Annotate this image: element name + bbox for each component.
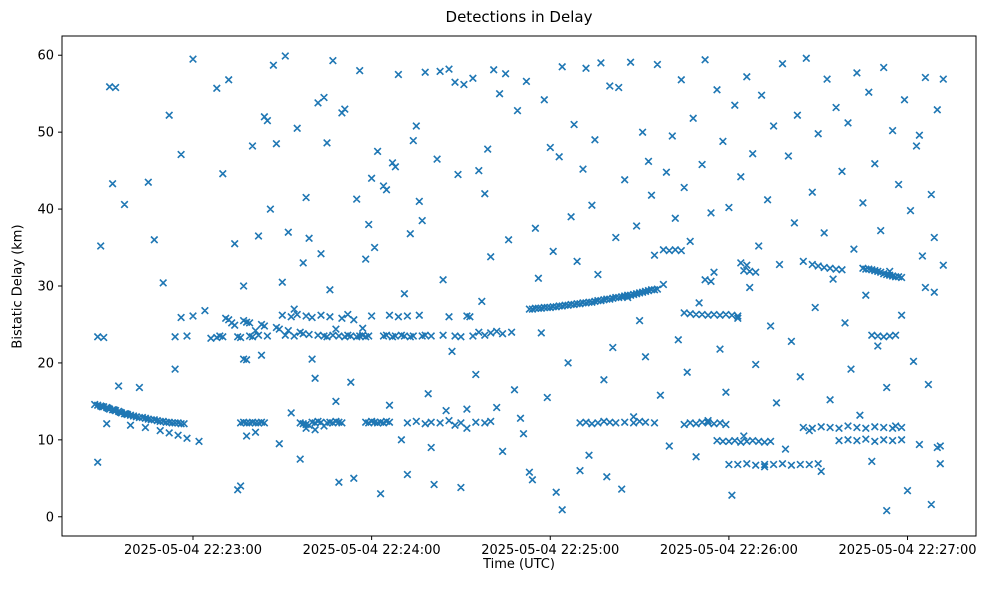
y-tick-label: 40 xyxy=(37,203,54,218)
y-tick-label: 10 xyxy=(37,433,54,448)
y-tick-label: 20 xyxy=(37,356,54,371)
x-tick-label: 2025-05-04 22:24:00 xyxy=(303,543,441,558)
x-axis-label: Time (UTC) xyxy=(483,557,555,572)
y-tick-label: 60 xyxy=(37,49,54,64)
chart-title: Detections in Delay xyxy=(445,8,593,26)
scatter-points xyxy=(90,52,948,515)
x-tick-label: 2025-05-04 22:27:00 xyxy=(838,543,976,558)
y-tick-label: 30 xyxy=(37,280,54,295)
x-tick-label: 2025-05-04 22:25:00 xyxy=(481,543,619,558)
y-tick-label: 50 xyxy=(37,126,54,141)
y-tick-label: 0 xyxy=(46,510,54,525)
x-tick-label: 2025-05-04 22:26:00 xyxy=(660,543,798,558)
x-tick-label: 2025-05-04 22:23:00 xyxy=(124,543,262,558)
